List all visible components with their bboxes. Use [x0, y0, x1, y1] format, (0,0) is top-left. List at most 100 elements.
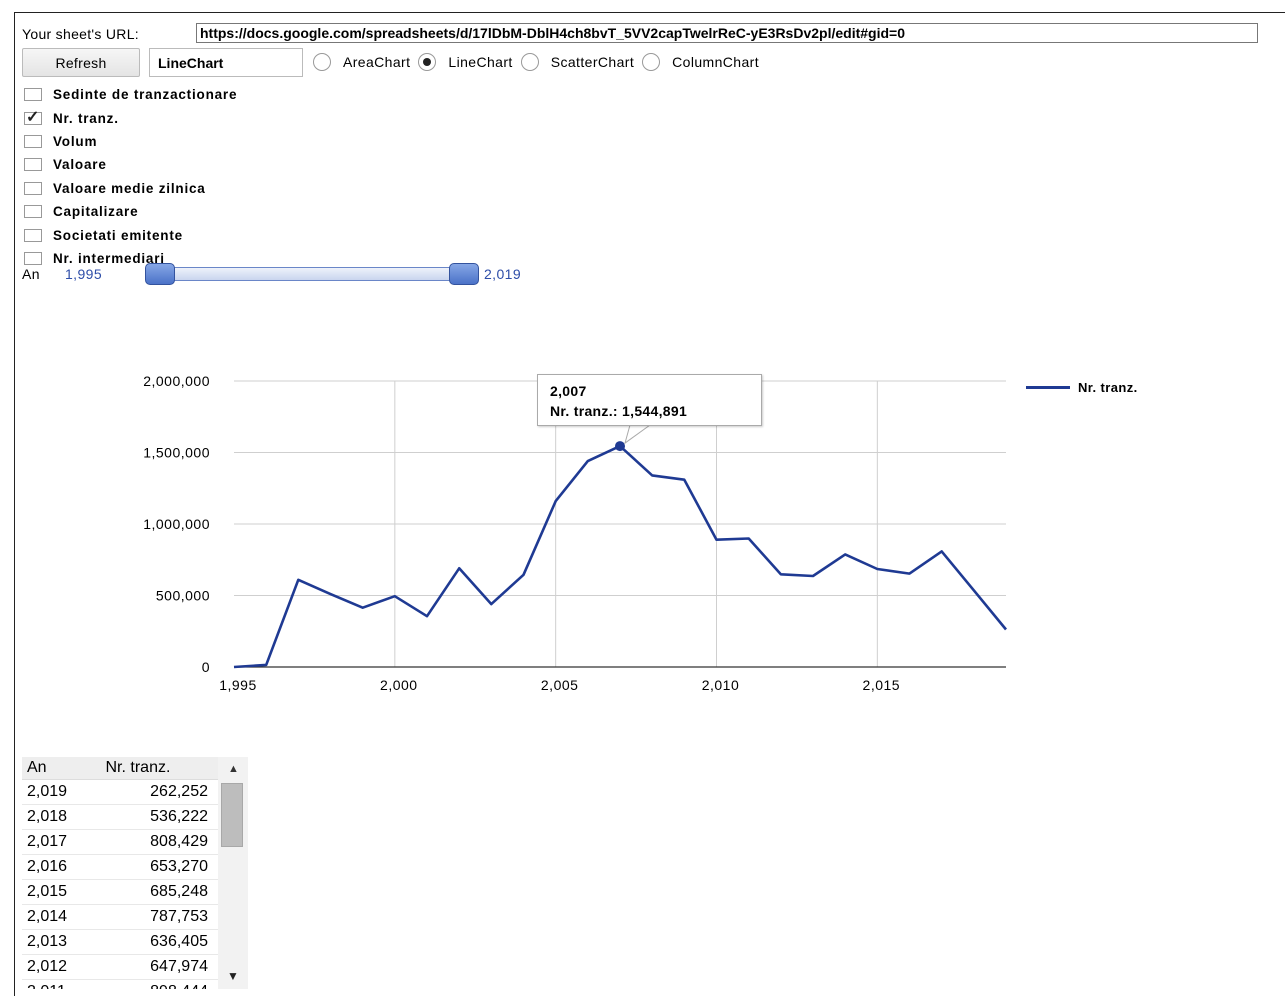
- x-tick-label: 1,995: [219, 677, 257, 693]
- cell-year: 2,013: [22, 929, 101, 955]
- checkbox-label: Sedinte de tranzactionare: [53, 87, 238, 103]
- checkbox-label: Societati emitente: [53, 227, 183, 243]
- tooltip-x-label: 2,007: [550, 383, 587, 399]
- tooltip-pointer: [624, 424, 652, 445]
- checkbox-icon[interactable]: [24, 251, 42, 265]
- chart-tooltip: 2,007 Nr. tranz.: 1,544,891: [537, 374, 762, 426]
- cell-year: 2,018: [22, 804, 101, 830]
- series-line-nr-tranz: [233, 444, 1008, 669]
- cell-value: 647,974: [100, 954, 218, 980]
- cell-year: 2,017: [22, 829, 101, 855]
- checkbox-nr-tranz[interactable]: Nr. tranz.: [24, 106, 237, 129]
- cell-value: 685,248: [100, 879, 218, 905]
- cell-year: 2,014: [22, 904, 101, 930]
- refresh-button[interactable]: Refresh: [22, 48, 140, 77]
- tooltip-value-text: Nr. tranz.: 1,544,891: [550, 403, 688, 419]
- chart-type-field[interactable]: LineChart: [149, 48, 303, 77]
- cell-year: 2,012: [22, 954, 101, 980]
- data-table: An Nr. tranz. 2,019 262,252 2,018 536,222 …: [22, 757, 218, 989]
- legend-label: Nr. tranz.: [1078, 380, 1138, 395]
- y-tick-label: 1,000,000: [143, 516, 210, 532]
- radio-label: AreaChart: [343, 54, 411, 70]
- radio-button-icon[interactable]: [520, 53, 539, 71]
- url-row: Your sheet's URL:: [22, 22, 139, 46]
- checkbox-label: Nr. intermediari: [53, 250, 165, 266]
- cell-value: 636,405: [100, 929, 218, 955]
- checkbox-label: Nr. tranz.: [53, 110, 119, 126]
- url-label: Your sheet's URL:: [22, 26, 139, 42]
- checkbox-icon[interactable]: [24, 88, 42, 102]
- x-tick-label: 2,005: [541, 677, 579, 693]
- checkbox-label: Volum: [53, 133, 98, 149]
- checkbox-valoare-medie[interactable]: Valoare medie zilnica: [24, 177, 237, 200]
- checkbox-icon[interactable]: [24, 228, 42, 242]
- checkbox-label: Valoare medie zilnica: [53, 180, 206, 196]
- table-row[interactable]: 2,012 647,974: [22, 954, 218, 980]
- table-row[interactable]: 2,016 653,270: [22, 854, 218, 880]
- checkbox-label: Capitalizare: [53, 204, 139, 220]
- cell-year: 2,019: [22, 779, 101, 805]
- table-row[interactable]: 2,018 536,222: [22, 804, 218, 830]
- radio-button-icon[interactable]: [313, 53, 331, 71]
- column-header-nr-tranz[interactable]: Nr. tranz.: [100, 757, 218, 780]
- scroll-down-arrow-icon[interactable]: ▼: [227, 969, 239, 983]
- scroll-thumb[interactable]: [221, 783, 243, 847]
- range-label: An: [22, 266, 40, 282]
- checkbox-societati[interactable]: Societati emitente: [24, 223, 237, 246]
- radio-label: ScatterChart: [550, 54, 635, 70]
- checkbox-icon[interactable]: [24, 134, 42, 148]
- scroll-up-arrow-icon[interactable]: ▲: [228, 763, 239, 775]
- table-row[interactable]: 2,019 262,252: [22, 779, 218, 805]
- checkbox-valoare[interactable]: Valoare: [24, 153, 237, 176]
- radio-areachart[interactable]: AreaChart: [313, 53, 410, 71]
- table-scrollbar[interactable]: ▲ ▼: [218, 757, 248, 989]
- table-row[interactable]: 2,013 636,405: [22, 929, 218, 955]
- y-tick-label: 500,000: [156, 588, 210, 604]
- checkbox-icon[interactable]: [24, 158, 42, 172]
- range-max-handle[interactable]: [449, 263, 479, 285]
- column-header-an[interactable]: An: [22, 757, 101, 780]
- legend-line-swatch: [1026, 386, 1070, 389]
- table-row[interactable]: 2,014 787,753: [22, 904, 218, 930]
- checkbox-sedinte[interactable]: Sedinte de tranzactionare: [24, 83, 237, 106]
- y-tick-label: 2,000,000: [143, 373, 210, 389]
- radio-button-icon[interactable]: [642, 53, 661, 71]
- checkbox-checked-icon[interactable]: [24, 107, 42, 127]
- range-max-value: 2,019: [484, 266, 522, 282]
- chart-legend[interactable]: Nr. tranz.: [1026, 380, 1138, 395]
- radio-label: LineChart: [448, 54, 513, 70]
- cell-value: 536,222: [100, 804, 218, 830]
- radio-label: ColumnChart: [672, 54, 760, 70]
- range-min-value: 1,995: [65, 266, 103, 282]
- checkbox-intermediari[interactable]: Nr. intermediari: [24, 247, 237, 270]
- cell-year: 2,015: [22, 879, 101, 905]
- radio-columnchart[interactable]: ColumnChart: [642, 53, 759, 71]
- chart-type-radio-group: AreaChart LineChart ScatterChart ColumnC…: [313, 53, 767, 71]
- checkbox-capitalizare[interactable]: Capitalizare: [24, 200, 237, 223]
- radio-button-selected-icon[interactable]: [418, 53, 437, 71]
- checkbox-icon[interactable]: [24, 181, 42, 195]
- y-tick-label: 0: [202, 659, 210, 675]
- series-checkbox-list: Sedinte de tranzactionare Nr. tranz. Vol…: [24, 83, 237, 270]
- x-tick-label: 2,000: [380, 677, 418, 693]
- checkbox-volum[interactable]: Volum: [24, 130, 237, 153]
- checkbox-icon[interactable]: [24, 205, 42, 219]
- cell-value: 262,252: [100, 779, 218, 805]
- radio-linechart[interactable]: LineChart: [418, 53, 512, 71]
- y-tick-label: 1,500,000: [143, 445, 210, 461]
- app-frame: [14, 12, 1285, 996]
- cell-value: 808,429: [100, 829, 218, 855]
- table-row[interactable]: 2,011898,444: [22, 979, 218, 989]
- table-row[interactable]: 2,017 808,429: [22, 829, 218, 855]
- x-tick-label: 2,015: [863, 677, 901, 693]
- cell-year: 2,016: [22, 854, 101, 880]
- radio-scatterchart[interactable]: ScatterChart: [520, 53, 635, 71]
- table-header-row: An Nr. tranz.: [22, 757, 218, 780]
- checkbox-label: Valoare: [53, 157, 107, 173]
- table-row[interactable]: 2,015 685,248: [22, 879, 218, 905]
- x-tick-label: 2,010: [702, 677, 740, 693]
- cell-year: 2,011: [22, 979, 101, 989]
- range-min-handle[interactable]: [145, 263, 175, 285]
- cell-value: 653,270: [100, 854, 218, 880]
- sheet-url-input[interactable]: https://docs.google.com/spreadsheets/d/1…: [196, 23, 1258, 43]
